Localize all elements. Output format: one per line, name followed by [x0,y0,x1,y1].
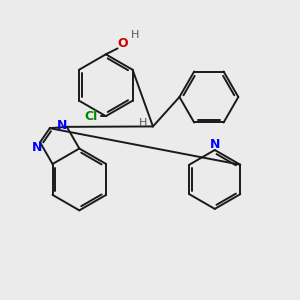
Text: N: N [32,141,42,154]
Text: Cl: Cl [85,110,98,123]
Text: N: N [57,119,68,132]
Text: O: O [117,37,128,50]
Text: H: H [139,118,147,128]
Text: N: N [210,138,220,151]
Text: H: H [131,30,140,40]
